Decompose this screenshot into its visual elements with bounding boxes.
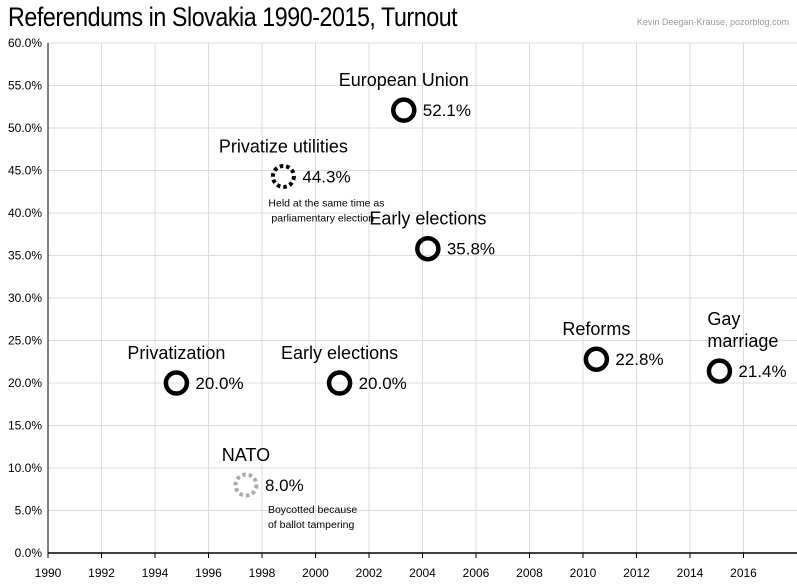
- value-label-early-elections-2004: 35.8%: [447, 240, 495, 259]
- x-tick-label: 2004: [409, 566, 436, 580]
- value-label-privatize-utilities: 44.3%: [302, 167, 350, 186]
- x-tick-label: 2010: [570, 566, 597, 580]
- y-tick-label: 45.0%: [8, 164, 42, 178]
- x-tick-label: 2000: [302, 566, 329, 580]
- data-point-privatize-utilities: [270, 163, 296, 189]
- note-label-privatize-utilities: Held at the same time as: [268, 197, 384, 209]
- x-tick-label: 1996: [195, 566, 222, 580]
- category-label-early-elections-2004: Early elections: [369, 209, 486, 229]
- value-label-early-elections-2000: 20.0%: [359, 374, 407, 393]
- x-tick-label: 2002: [356, 566, 383, 580]
- y-tick-label: 20.0%: [8, 376, 42, 390]
- note-label-nato: of ballot tampering: [268, 519, 355, 531]
- chart-title: Referendums in Slovakia 1990-2015, Turno…: [8, 2, 458, 32]
- data-point-early-elections-2004: [415, 235, 441, 262]
- value-label-privatization: 20.0%: [195, 374, 243, 393]
- y-tick-label: 55.0%: [8, 79, 42, 93]
- data-point-privatization: [163, 370, 190, 396]
- note-label-nato: Boycotted because: [268, 504, 357, 516]
- x-tick-label: 1992: [88, 566, 115, 580]
- y-tick-label: 50.0%: [8, 121, 42, 135]
- y-tick-label: 25.0%: [8, 334, 42, 348]
- y-tick-label: 0.0%: [15, 546, 43, 560]
- x-tick-label: 2008: [516, 566, 543, 580]
- y-tick-label: 5.0%: [15, 504, 43, 518]
- category-label-privatize-utilities: Privatize utilities: [219, 136, 348, 156]
- note-label-privatize-utilities: parliamentary election: [271, 212, 374, 224]
- data-point-european-union: [391, 97, 417, 123]
- value-label-nato: 8.0%: [265, 476, 304, 495]
- x-tick-label: 2006: [463, 566, 490, 580]
- x-tick-label: 2016: [730, 566, 757, 580]
- x-tick-label: 1994: [142, 566, 169, 580]
- category-label-european-union: European Union: [339, 70, 469, 90]
- category-label-gay-marriage: marriage: [707, 331, 778, 351]
- y-tick-label: 10.0%: [8, 461, 42, 475]
- data-point-reforms: [583, 346, 610, 372]
- x-tick-label: 1990: [35, 566, 62, 580]
- data-point-nato: [233, 472, 259, 498]
- y-tick-label: 60.0%: [8, 36, 42, 50]
- x-tick-label: 2012: [623, 566, 650, 580]
- x-tick-label: 1998: [249, 566, 276, 580]
- value-label-european-union: 52.1%: [423, 101, 471, 120]
- category-label-gay-marriage: Gay: [707, 309, 740, 329]
- y-tick-label: 30.0%: [8, 291, 42, 305]
- category-label-reforms: Reforms: [562, 319, 630, 339]
- category-label-nato: NATO: [222, 445, 270, 465]
- category-label-early-elections-2000: Early elections: [281, 343, 398, 363]
- category-label-privatization: Privatization: [127, 343, 225, 363]
- data-point-early-elections-2000: [326, 370, 353, 396]
- x-tick-label: 2014: [677, 566, 704, 580]
- y-tick-label: 15.0%: [8, 419, 42, 433]
- y-tick-label: 40.0%: [8, 206, 42, 220]
- y-tick-label: 35.0%: [8, 249, 42, 263]
- value-label-reforms: 22.8%: [615, 350, 663, 369]
- credit-text: Kevin Deegan-Krause, pozorblog.com: [636, 17, 789, 27]
- value-label-gay-marriage: 21.4%: [738, 362, 786, 381]
- data-point-gay-marriage: [706, 358, 733, 384]
